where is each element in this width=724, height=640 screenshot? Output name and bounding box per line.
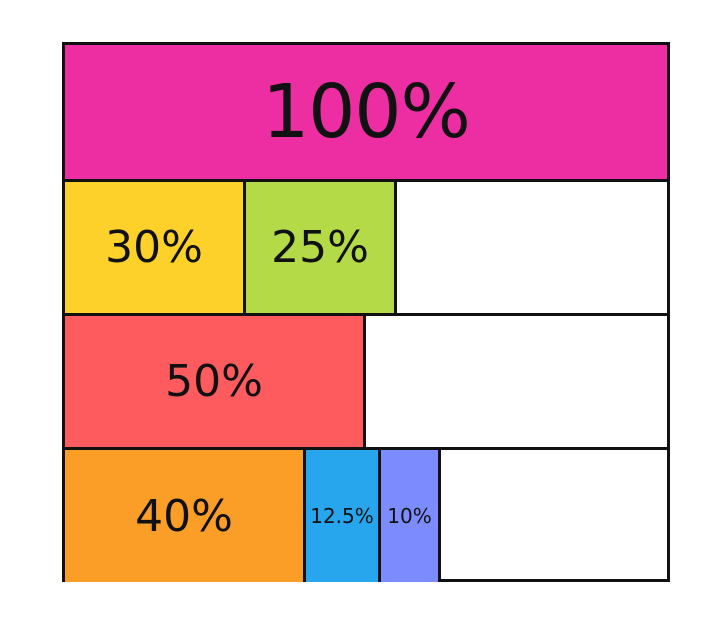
segment-12-5-percent: 12.5% <box>306 450 381 582</box>
bar-row-whole: 100% <box>65 45 667 179</box>
segment-30-percent: 30% <box>65 182 246 313</box>
fraction-bars-diagram: 100% 30% 25% 50% 40% 12.5% 10% <box>62 42 670 582</box>
bar-row-50: 50% <box>65 313 667 447</box>
segment-100-percent: 100% <box>65 45 667 179</box>
segment-25-percent: 25% <box>246 182 397 313</box>
segment-10-percent: 10% <box>381 450 441 582</box>
segment-40-percent: 40% <box>65 450 306 582</box>
bar-row-30-25: 30% 25% <box>65 179 667 313</box>
bar-row-40-12-10: 40% 12.5% 10% <box>65 447 667 582</box>
segment-50-percent: 50% <box>65 316 366 447</box>
